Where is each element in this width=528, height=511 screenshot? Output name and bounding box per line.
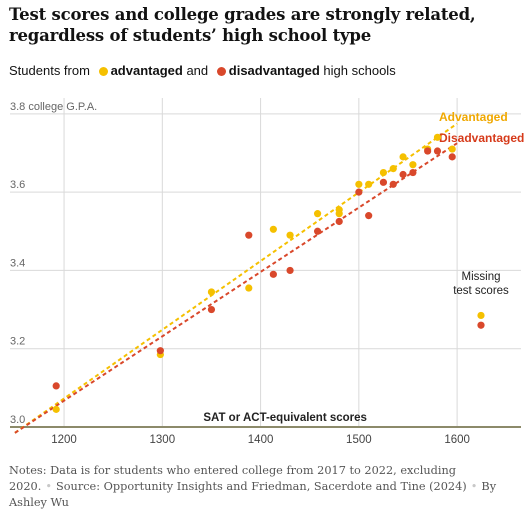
y-tick-label: 3.0 (10, 414, 25, 426)
x-axis-label: SAT or ACT-equivalent scores (203, 412, 367, 424)
advantaged-point (269, 225, 277, 233)
legend-advantaged-swatch (98, 66, 108, 76)
disadvantaged-point (245, 231, 253, 239)
legend-suffix: high schools (323, 63, 396, 78)
chart-title: Test scores and college grades are stron… (9, 5, 476, 45)
advantaged-point (433, 133, 442, 141)
disadvantaged-point (424, 147, 432, 155)
advantaged-point (313, 210, 322, 218)
y-tick-label: 3.4 (10, 257, 25, 269)
y-tick-label: 3.2 (10, 336, 25, 348)
missing-label-line1: Missing (462, 271, 501, 283)
series-label-advantaged: Advantaged (439, 110, 508, 124)
disadvantaged-point (269, 270, 277, 278)
series-label-disadvantaged: Disadvantaged (439, 131, 524, 145)
disadvantaged-point (207, 305, 216, 314)
notes-text: Notes: Data is for students who entered … (9, 464, 456, 493)
legend-disadvantaged-swatch (216, 66, 226, 76)
byline-separator: • (470, 480, 478, 493)
y-tick-label: 3.8 college G.P.A. (10, 101, 97, 113)
disadvantaged-point (365, 212, 373, 220)
advantaged-point (286, 231, 294, 239)
disadvantaged-point (448, 153, 456, 161)
x-tick-label: 1600 (444, 434, 470, 446)
disadvantaged-point (52, 382, 60, 390)
legend-advantaged-label: advantaged (110, 63, 183, 78)
advantaged-point (389, 165, 397, 173)
disadvantaged-point (389, 180, 397, 188)
disadvantaged-point (399, 170, 407, 179)
advantaged-point (448, 145, 456, 153)
missing-label-line2: test scores (453, 285, 509, 297)
legend-prefix: Students from (9, 63, 90, 78)
scatter-chart: 3.0 3.2 3.4 3.6 3.8 college G.P.A. 1200 1300 14… (10, 98, 524, 446)
missing-disadvantaged-point (477, 321, 485, 329)
disadvantaged-point (313, 227, 322, 235)
disadvantaged-point (156, 347, 164, 355)
disadvantaged-point (286, 266, 294, 275)
disadvantaged-point (335, 217, 343, 226)
source-text: Source: Opportunity Insights and Friedma… (56, 480, 467, 493)
advantaged-point (207, 288, 216, 296)
x-tick-label: 1300 (150, 434, 176, 446)
disadvantaged-point (355, 188, 363, 196)
disadvantaged-point (409, 168, 417, 177)
advantaged-point (245, 284, 253, 292)
advantaged-point (379, 168, 388, 177)
x-tick-label: 1500 (346, 434, 372, 446)
x-tick-label: 1400 (248, 434, 274, 446)
y-tick-label: 3.6 (10, 179, 25, 191)
advantaged-point (355, 180, 363, 188)
disadvantaged-point (433, 147, 442, 155)
notes: Notes: Data is for students who entered … (9, 463, 521, 511)
missing-advantaged-point (477, 311, 485, 320)
legend-and: and (186, 63, 209, 78)
advantaged-point (52, 405, 60, 413)
notes-separator: • (45, 480, 53, 493)
disadvantaged-point (379, 178, 388, 186)
advantaged-point (365, 180, 373, 188)
advantaged-point (409, 161, 417, 169)
advantaged-point (399, 153, 407, 161)
advantaged-point (335, 210, 343, 218)
legend-disadvantaged-label: disadvantaged (228, 63, 320, 78)
x-tick-label: 1200 (51, 434, 77, 446)
legend: Students from advantaged and disadvantag… (9, 63, 396, 78)
